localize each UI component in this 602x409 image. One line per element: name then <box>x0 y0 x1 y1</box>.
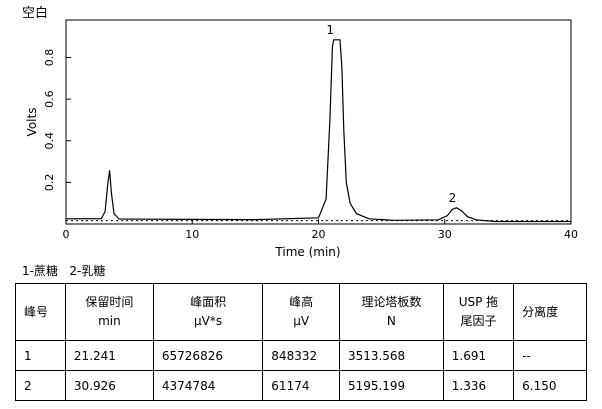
x-tick-label: 40 <box>564 228 578 241</box>
y-tick-label: 0.4 <box>43 132 56 150</box>
x-axis-label: Time (min) <box>274 245 340 259</box>
table-cell: 61174 <box>262 370 340 401</box>
column-header-line: 峰面积 <box>190 295 227 309</box>
table-row: 2 30.926 4374784 61174 5195.199 1.336 6.150 <box>15 370 587 401</box>
table-cell: 30.926 <box>64 370 154 401</box>
y-tick-label: 0.2 <box>43 174 56 192</box>
column-header-line: μV <box>293 314 310 328</box>
table-cell: 5195.199 <box>338 370 444 401</box>
column-header-line: 峰高 <box>289 295 314 309</box>
column-header-line: 保留时间 <box>85 295 134 309</box>
chromatogram-trace <box>65 39 571 223</box>
column-header: 峰高 μV <box>262 283 340 341</box>
table-cell: 4374784 <box>152 370 264 401</box>
column-header-line: USP 拖 <box>458 295 499 309</box>
column-header-line: 尾因子 <box>460 314 497 328</box>
column-header-line: N <box>386 314 396 328</box>
column-header: USP 拖尾因子 <box>442 283 515 341</box>
x-tick-label: 30 <box>438 228 452 241</box>
table-cell: 2 <box>15 370 66 401</box>
table-cell: -- <box>513 340 587 371</box>
column-header: 峰号 <box>15 283 66 341</box>
table-header-row: 峰号 保留时间 min 峰面积 μV*s 峰高 μV 理论塔板数 N USP 拖尾因子 分离度 <box>15 283 587 341</box>
y-tick-label: 0.6 <box>43 90 56 108</box>
x-tick-label: 10 <box>185 228 199 241</box>
table-cell: 6.150 <box>513 370 587 401</box>
column-header: 分离度 <box>513 283 587 341</box>
table-body: 1 21.241 65726826 848332 3513.568 1.691 -- 2 30.… <box>15 340 587 401</box>
table-cell: 848332 <box>262 340 340 371</box>
table-cell: 1.336 <box>442 370 515 401</box>
column-header-line: μV*s <box>194 314 223 328</box>
y-axis: 0.2 0.4 0.6 0.8 <box>43 49 71 191</box>
table-cell: 1 <box>15 340 66 371</box>
x-axis: 0 10 20 30 40 <box>63 219 578 241</box>
y-axis-label: Volts <box>25 108 39 137</box>
peak-labels: 12 <box>326 23 456 205</box>
peak-legend: 1-蔗糖 2-乳糖 <box>22 264 106 278</box>
column-header: 保留时间 min <box>64 283 154 341</box>
x-tick-label: 20 <box>312 228 326 241</box>
column-header-line: min <box>98 314 121 328</box>
peak-label: 2 <box>449 191 457 205</box>
table-row: 1 21.241 65726826 848332 3513.568 1.691 -- <box>15 340 587 371</box>
chart-title: 空白 <box>22 5 48 21</box>
peak-label: 1 <box>326 23 334 37</box>
column-header-line: 峰号 <box>24 304 49 319</box>
column-header-line: 分离度 <box>522 304 559 319</box>
table-cell: 21.241 <box>64 340 154 371</box>
chromatogram-chart: 空白 0 10 20 30 40 0.20.40.60.8 12 Time (min) … <box>22 5 578 259</box>
column-header-line: 理论塔板数 <box>361 295 422 309</box>
column-header: 理论塔板数 N <box>338 283 444 341</box>
table-cell: 3513.568 <box>338 340 444 371</box>
y-tick-label: 0.8 <box>43 49 56 67</box>
plot-frame <box>65 19 572 225</box>
column-header: 峰面积 μV*s <box>152 283 264 341</box>
x-tick-label: 0 <box>63 228 70 241</box>
table-cell: 65726826 <box>152 340 264 371</box>
table-cell: 1.691 <box>442 340 515 371</box>
